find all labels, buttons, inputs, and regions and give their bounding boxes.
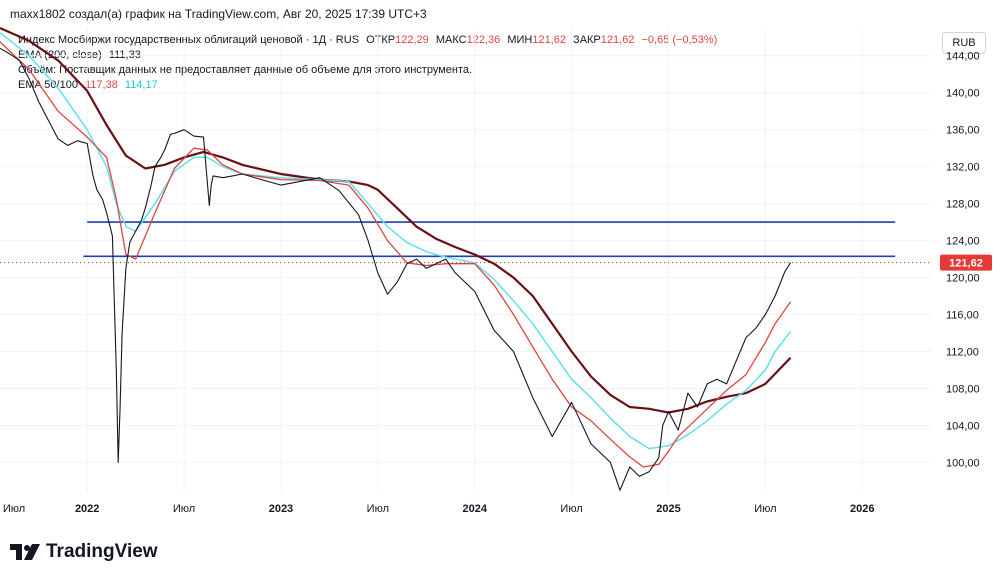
symbol-name: Индекс Мосбиржи государственных облигаци… [18,34,360,46]
last-price-tag: 121,62 [940,254,992,271]
ema50-line [0,41,792,468]
y-tick-label: 120,00 [946,273,980,285]
x-tick-label: 2026 [850,503,874,515]
ema50-value: 117,38 [85,79,118,91]
legend-volume-row: Объём: Поставщик данных не предоставляет… [18,63,717,78]
y-tick-label: 108,00 [946,383,980,395]
close-value: 121,62 [600,34,635,46]
currency-button[interactable]: RUB [942,32,986,54]
x-tick-label: 2023 [269,503,293,515]
y-tick-label: 100,00 [946,457,980,469]
legend-ema200-row[interactable]: EMA (200, close) 111,33 [18,48,717,63]
y-tick-label: 136,00 [946,125,980,137]
ema200-value: 111,33 [108,49,141,61]
price-line [0,47,792,491]
x-tick-label: Июл [560,503,582,515]
tradingview-logo-icon [10,544,40,560]
close-label: ЗАКР [573,34,601,46]
ema200-line [0,26,792,414]
x-axis[interactable]: Июл 2022 Июл 2023 Июл 2024 Июл 2025 Июл 2026 [3,503,875,515]
low-value: 121,62 [532,34,566,46]
volume-note: Объём: Поставщик данных не предоставляет… [18,64,473,76]
ema100-value: 114,17 [124,79,158,91]
legend-symbol-row: Индекс Мосбиржи государственных облигаци… [18,33,717,48]
x-tick-label: 2025 [656,503,680,515]
ema200-label: EMA (200, close) [18,49,102,61]
low-label: МИН [507,34,533,46]
horizontal-levels [83,221,896,258]
x-tick-label: Июл [367,503,389,515]
y-tick-label: 116,00 [946,310,979,322]
grid-lines [0,28,932,492]
x-tick-label: Июл [754,503,776,515]
x-tick-label: Июл [173,503,195,515]
y-tick-label: 124,00 [946,236,980,248]
y-tick-label: 140,00 [946,88,980,100]
x-tick-label: Июл [3,503,25,515]
y-tick-label: 112,00 [946,347,979,359]
y-axis[interactable]: 144,00 140,00 136,00 132,00 128,00 124,00 120,… [946,51,980,470]
open-label: ОТКР [366,34,396,46]
last-price-tag-bg [940,254,992,271]
y-tick-label: 144,00 [946,51,980,63]
high-label: МАКС [435,34,467,46]
y-tick-label: 104,00 [946,420,980,432]
x-tick-label: 2022 [75,503,99,515]
change-value: −0,65 (−0,53%) [641,34,718,46]
open-value: 122,29 [395,34,429,46]
attribution-text: maxx1802 создал(а) график на TradingView… [10,7,427,21]
brand-name: TradingView [46,541,158,562]
x-tick-label: 2024 [462,503,487,515]
y-tick-label: 132,00 [946,162,980,174]
tradingview-logo[interactable]: TradingView [10,541,158,563]
y-tick-label: 128,00 [946,199,980,211]
last-price-tag-text: 121,62 [949,258,983,270]
